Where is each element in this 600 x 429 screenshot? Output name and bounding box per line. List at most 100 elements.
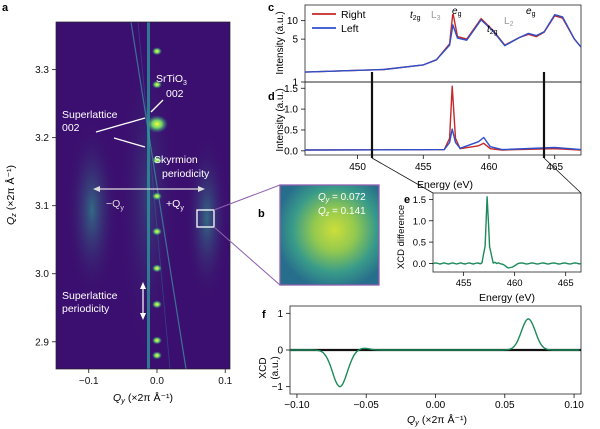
y-tick-label: 0.5	[284, 125, 298, 136]
x-tick-label: 450	[349, 162, 366, 173]
y-tick-label: 10	[287, 16, 299, 27]
x-tick-label: 465	[558, 278, 574, 289]
y-tick-label: 5	[292, 35, 298, 46]
y-tick-label: 0.0	[413, 259, 426, 270]
panel-e-letter: e	[404, 194, 410, 206]
panel-a-haze-right	[185, 133, 229, 303]
x-tick-label: 0.00	[426, 400, 446, 411]
panel-b-qy: Qy = 0.072	[318, 192, 366, 204]
annotation-l3: L3	[431, 10, 441, 22]
x-tick-label: 460	[481, 162, 498, 173]
y-tick-label: 0.0	[284, 146, 298, 157]
panel-b-connector-top	[213, 184, 281, 211]
annotation-l2: L2	[504, 16, 514, 28]
panel-f-ylabel: XCD	[258, 357, 269, 378]
annotation-superlattice-002: 002	[62, 122, 80, 134]
series-left-line	[305, 14, 581, 73]
panel-c-annotations: t2g L3 eg t2g L2 eg	[410, 6, 536, 36]
bragg-spot	[151, 300, 162, 309]
x-tick-label: −0.10	[284, 400, 310, 411]
bragg-spot	[151, 264, 162, 273]
series-left-line	[305, 128, 581, 151]
panel-f-xlabel: Qy (×2π Å⁻¹)	[407, 413, 467, 427]
bragg-spot	[151, 192, 162, 201]
panel-a-ylabel: Qz (×2π Å⁻¹)	[4, 165, 18, 225]
annotation-plus-qy: +Qy	[166, 198, 184, 212]
panel-b-letter: b	[258, 208, 265, 220]
x-tick-label: 0.05	[495, 400, 515, 411]
annotation-superlattice: Superlattice	[62, 109, 118, 121]
annotation-skyrmion-periodicity: periodicity	[162, 168, 210, 180]
y-tick-label: 1.5	[284, 84, 298, 95]
y-tick-label: 1.5	[413, 195, 426, 206]
bragg-spot	[151, 351, 162, 360]
panel-e-axes: 0.0 0.5 1.0 1.5 455 460 465	[413, 195, 574, 289]
series-right-line	[305, 85, 581, 151]
bragg-spot	[151, 47, 162, 56]
y-tick-label: 1.0	[413, 216, 426, 227]
y-tick-label: 3.2	[35, 133, 49, 144]
xcd-difference-line	[433, 196, 581, 269]
annotation-srtio3: SrTiO3	[156, 73, 187, 87]
annotation-eg-l3: eg	[452, 6, 462, 18]
panel-d-ylabel: Intensity (a.u.)	[275, 88, 286, 151]
panel-b-noise	[280, 185, 379, 285]
bragg-spot	[151, 156, 162, 165]
inset-b-marker	[196, 209, 215, 228]
annotation-superlattice-arrow	[95, 117, 146, 133]
y-tick-label: 1	[277, 309, 283, 320]
series-right-line	[305, 14, 581, 73]
bragg-spot	[151, 227, 162, 236]
x-tick-label: 460	[507, 278, 523, 289]
panel-a-haze-left	[66, 120, 118, 300]
panel-a-xlabel: Qy (×2π Å⁻¹)	[113, 391, 173, 405]
x-tick-label: 465	[546, 162, 563, 173]
panel-b-connector-bottom	[213, 226, 281, 286]
x-tick-label: 0.0	[150, 376, 164, 387]
annotation-eg-l2: eg	[526, 6, 536, 18]
panel-b-frame	[279, 184, 380, 286]
annotation-minus-qy: −Qy	[106, 198, 124, 212]
y-tick-label: −1	[272, 382, 284, 393]
panel-e-ylabel: XCD difference	[396, 205, 407, 269]
annotation-srtio3-arrow	[150, 99, 164, 113]
panel-b-qz: Qz = 0.141	[318, 206, 366, 218]
sl-period-arrow-bottom	[140, 313, 146, 320]
panel-f-plot	[290, 318, 581, 388]
x-tick-label: 0.1	[218, 376, 232, 387]
panel-d-xlabel: Energy (eV)	[417, 179, 473, 191]
annotation-t2g-l2: t2g	[487, 24, 498, 36]
x-tick-label: −0.1	[79, 376, 99, 387]
panel-d-plot	[305, 85, 581, 151]
panel-e-xlabel: Energy (eV)	[479, 292, 535, 304]
y-tick-label: 1	[292, 78, 298, 89]
x-tick-label: 0.10	[564, 400, 584, 411]
sl-period-arrow-top	[140, 282, 146, 289]
panel-d-frame	[304, 81, 582, 156]
panel-d-letter: d	[268, 91, 275, 103]
x-tick-label: 455	[456, 278, 472, 289]
bragg-spot	[151, 80, 162, 89]
y-tick-label: 0	[277, 346, 283, 357]
annotation-skyrmion: Skyrmion	[154, 154, 198, 166]
panel-f-letter: f	[262, 309, 266, 321]
panel-b-image	[280, 185, 379, 285]
y-tick-label: 3.0	[35, 269, 49, 280]
y-tick-label: 3.3	[35, 65, 49, 76]
bragg-spot	[145, 115, 168, 133]
panel-a-annotations: SrTiO3 002 Superlattice 002 Skyrmion per…	[62, 73, 215, 320]
annotation-t2g-l3: t2g	[410, 10, 421, 22]
panel-a-specular-rod	[147, 22, 150, 369]
panel-c-ylabel: Intensity (a.u.)	[275, 11, 286, 74]
panel-c-letter: c	[268, 2, 274, 14]
panel-c-plot	[305, 14, 581, 73]
annotation-sl-periodicity-2: periodicity	[62, 303, 110, 315]
annotation-srtio3-002: 002	[166, 88, 184, 100]
qy-arrow-left-head	[93, 186, 100, 192]
xcd-line	[290, 318, 580, 388]
bragg-spot	[151, 336, 162, 345]
x-tick-label: −0.05	[354, 400, 380, 411]
zoom-line-right	[543, 157, 582, 194]
